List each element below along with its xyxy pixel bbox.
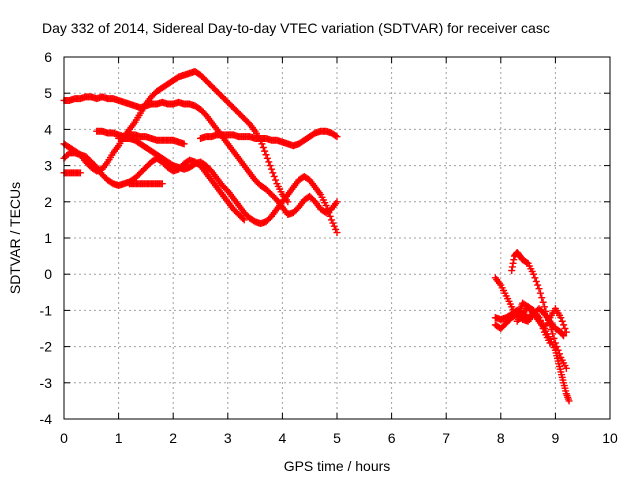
data-point <box>332 132 340 140</box>
x-tick-label: 3 <box>224 430 232 446</box>
axis-ticks <box>63 56 611 420</box>
data-point <box>530 270 538 278</box>
data-point <box>539 298 547 306</box>
x-tick-label: 9 <box>552 430 560 446</box>
data-point <box>261 147 269 155</box>
x-tick-label: 1 <box>115 430 123 446</box>
data-point <box>549 330 557 338</box>
data-point <box>272 176 280 184</box>
data-point <box>555 350 563 358</box>
series-track-6 <box>115 134 341 237</box>
data-marks <box>60 67 573 405</box>
data-point <box>330 222 338 230</box>
data-point <box>239 215 247 223</box>
data-point <box>270 172 278 180</box>
grid-lines <box>64 57 610 419</box>
data-point <box>322 201 330 209</box>
data-point <box>266 162 274 170</box>
data-point <box>265 158 273 166</box>
chart-title: Day 332 of 2014, Sidereal Day-to-day VTE… <box>42 20 550 36</box>
data-point <box>267 165 275 173</box>
data-point <box>76 169 84 177</box>
data-point <box>546 339 554 347</box>
series-track-11 <box>508 248 570 372</box>
data-point <box>536 289 544 297</box>
series-track-8 <box>60 169 84 177</box>
data-point <box>332 225 340 233</box>
series-track-9 <box>126 180 166 188</box>
y-tick-label: 5 <box>44 85 52 101</box>
y-tick-label: -2 <box>40 339 53 355</box>
y-tick-label: -4 <box>40 411 53 427</box>
y-tick-label: 3 <box>44 158 52 174</box>
x-tick-label: 2 <box>169 430 177 446</box>
x-tick-label: 0 <box>60 430 68 446</box>
series-track-1 <box>60 93 204 113</box>
x-tick-labels: 0 1 2 3 4 5 6 7 8 9 10 <box>60 430 618 446</box>
x-axis-label: GPS time / hours <box>284 458 391 474</box>
data-point <box>562 364 570 372</box>
data-point <box>263 154 271 162</box>
y-axis-label: SDTVAR / TECUs <box>7 182 23 294</box>
data-point <box>560 332 568 340</box>
y-tick-label: 0 <box>44 266 52 282</box>
data-point <box>560 321 568 329</box>
y-tick-label: 6 <box>44 49 52 65</box>
x-tick-label: 4 <box>279 430 287 446</box>
series-track-4 <box>60 67 292 206</box>
data-point <box>553 343 561 351</box>
series-track-7 <box>197 127 341 150</box>
data-point <box>562 328 570 336</box>
data-point <box>561 325 569 332</box>
data-point <box>259 144 267 151</box>
y-tick-label: 1 <box>44 230 52 246</box>
data-point <box>325 209 333 217</box>
data-point <box>531 274 539 282</box>
data-point <box>565 397 573 405</box>
data-point <box>329 219 337 227</box>
data-point <box>523 258 531 266</box>
data-point <box>333 198 341 206</box>
data-point <box>550 334 558 342</box>
data-point <box>534 281 542 289</box>
data-point <box>554 346 562 354</box>
data-point <box>328 216 336 224</box>
data-point <box>323 205 331 213</box>
data-point <box>558 317 566 325</box>
data-point <box>326 212 334 220</box>
series-track-10 <box>491 274 573 405</box>
x-tick-label: 7 <box>442 430 450 446</box>
data-point <box>240 216 248 224</box>
data-point <box>532 277 540 285</box>
data-point <box>158 180 166 188</box>
y-tick-labels: -4 -3 -2 -1 0 1 2 3 4 5 6 <box>40 49 53 427</box>
y-tick-label: -1 <box>40 302 53 318</box>
data-point <box>540 303 548 311</box>
data-point <box>269 169 277 177</box>
data-point <box>262 151 270 159</box>
x-tick-label: 6 <box>388 430 396 446</box>
data-point <box>538 294 546 302</box>
y-tick-label: 2 <box>44 194 52 210</box>
x-tick-label: 8 <box>497 430 505 446</box>
data-point <box>333 229 341 237</box>
x-tick-label: 5 <box>333 430 341 446</box>
series-track-14 <box>513 303 570 336</box>
data-point <box>180 140 188 148</box>
y-tick-label: 4 <box>44 121 52 137</box>
y-tick-label: -3 <box>40 375 53 391</box>
data-point <box>557 314 565 322</box>
data-point <box>333 133 341 141</box>
x-tick-label: 10 <box>602 430 618 446</box>
data-point <box>535 285 543 293</box>
